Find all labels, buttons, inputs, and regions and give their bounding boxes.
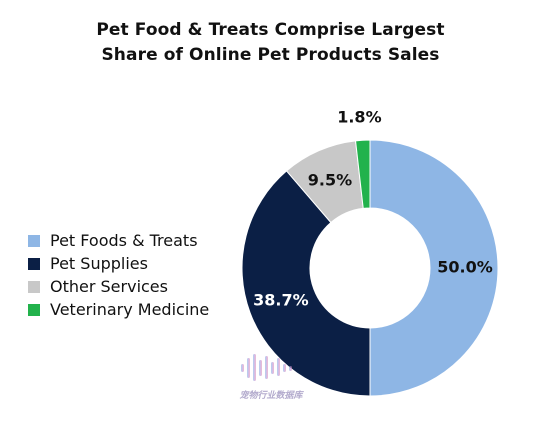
- chart-legend: Pet Foods & Treats Pet Supplies Other Se…: [28, 229, 209, 321]
- chart-title: Pet Food & Treats Comprise Largest Share…: [0, 18, 541, 68]
- data-label-other-services: 9.5%: [308, 170, 352, 189]
- legend-label-pet-foods-treats: Pet Foods & Treats: [50, 231, 198, 250]
- legend-label-other-services: Other Services: [50, 277, 168, 296]
- chart-title-line-2: Share of Online Pet Products Sales: [101, 45, 440, 65]
- watermark-text: 宠物行业数据库: [239, 391, 303, 401]
- legend-item-pet-foods-treats: Pet Foods & Treats: [28, 229, 209, 252]
- data-label-pet-supplies: 38.7%: [253, 291, 309, 310]
- slice-veterinary-medicine: [355, 139, 371, 209]
- legend-item-veterinary-medicine: Veterinary Medicine: [28, 298, 209, 321]
- legend-label-pet-supplies: Pet Supplies: [50, 254, 148, 273]
- legend-swatch-pet-supplies: [28, 257, 40, 270]
- chart-title-line-1: Pet Food & Treats Comprise Largest: [96, 20, 445, 40]
- sound-wave-logo-icon: [241, 354, 292, 381]
- legend-label-veterinary-medicine: Veterinary Medicine: [50, 300, 210, 319]
- watermark: 宠物行业数据库: [226, 352, 316, 401]
- data-label-pet-foods-treats: 50.0%: [437, 258, 493, 277]
- slice-pet-foods-treats: [369, 139, 499, 397]
- legend-swatch-other-services: [28, 280, 40, 293]
- legend-item-pet-supplies: Pet Supplies: [28, 252, 209, 275]
- legend-swatch-veterinary-medicine: [28, 303, 40, 316]
- data-label-veterinary-medicine: 1.8%: [337, 108, 381, 127]
- legend-item-other-services: Other Services: [28, 275, 209, 298]
- legend-swatch-pet-foods-treats: [28, 234, 40, 247]
